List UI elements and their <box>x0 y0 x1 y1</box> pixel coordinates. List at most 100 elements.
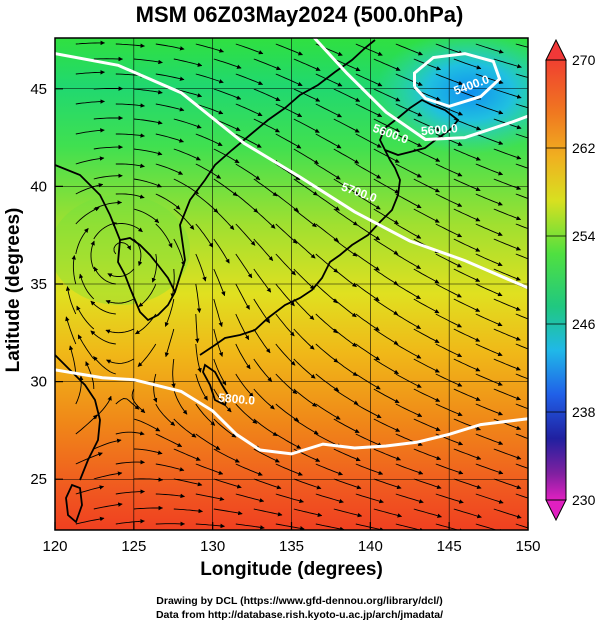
streamline <box>195 403 216 426</box>
streamline <box>413 448 442 461</box>
streamline <box>315 163 341 180</box>
streamline <box>78 273 95 300</box>
streamline <box>131 388 146 414</box>
streamline <box>155 103 185 112</box>
streamline <box>155 73 185 81</box>
streamline <box>453 238 481 252</box>
contour-line-5700.0 <box>55 52 528 290</box>
streamline <box>75 156 105 165</box>
streamline <box>173 508 203 514</box>
streamline <box>115 193 145 199</box>
streamline <box>493 448 522 460</box>
streamline <box>133 118 163 125</box>
streamline <box>515 313 528 320</box>
streamline <box>435 403 463 417</box>
streamline <box>435 253 462 268</box>
streamline <box>395 253 421 269</box>
streamline <box>373 388 400 404</box>
streamline <box>373 448 401 461</box>
streamline <box>493 508 522 519</box>
streamline <box>453 58 482 70</box>
streamline <box>213 208 235 230</box>
credit-line-2: Data from http://database.rish.kyoto-u.a… <box>155 609 444 621</box>
streamline <box>275 103 303 118</box>
streamline <box>475 163 504 176</box>
streamline <box>253 358 273 382</box>
streamline <box>275 43 303 56</box>
streamline <box>115 223 143 233</box>
streamline <box>515 43 528 48</box>
colorbar-tick-label: 230 <box>572 492 596 508</box>
streamline <box>515 133 528 139</box>
streamline <box>213 268 226 297</box>
streamline <box>373 88 401 102</box>
streamline <box>355 403 382 419</box>
streamline <box>253 178 278 197</box>
streamline <box>107 268 135 278</box>
wind-streamlines <box>65 40 528 530</box>
streamline <box>75 183 104 195</box>
streamline <box>515 223 528 230</box>
streamline <box>170 268 175 299</box>
streamline <box>515 403 528 410</box>
asia-coastline <box>55 39 376 293</box>
streamline <box>195 523 225 529</box>
streamline <box>173 388 188 415</box>
streamline <box>453 208 481 222</box>
streamline <box>75 414 98 435</box>
streamline <box>453 178 481 192</box>
streamline <box>413 478 442 490</box>
streamline <box>235 163 261 181</box>
streamline <box>275 133 302 149</box>
x-tick-label: 145 <box>437 538 462 555</box>
streamline <box>373 478 402 490</box>
streamline <box>68 345 77 375</box>
streamline <box>275 433 302 449</box>
streamline <box>105 328 134 334</box>
streamline <box>475 193 503 206</box>
streamline <box>493 238 521 251</box>
streamline <box>75 99 105 105</box>
streamline <box>333 268 357 288</box>
streamline <box>413 418 441 432</box>
streamline <box>115 431 145 436</box>
streamline <box>195 103 224 115</box>
streamline <box>195 373 208 401</box>
streamline <box>173 58 203 67</box>
streamline <box>493 418 522 431</box>
streamline <box>315 463 343 476</box>
streamline <box>133 448 163 455</box>
streamline <box>373 508 403 518</box>
streamline <box>515 463 528 469</box>
streamline <box>493 478 522 490</box>
streamline <box>235 373 254 398</box>
streamline <box>395 133 423 147</box>
streamline <box>355 313 380 331</box>
streamline <box>235 73 264 86</box>
streamline <box>253 328 271 354</box>
streamline <box>435 73 464 86</box>
streamline <box>155 403 176 426</box>
streamline <box>173 238 186 267</box>
streamline <box>173 418 197 438</box>
streamline <box>253 418 278 437</box>
streamline <box>115 489 145 495</box>
streamline <box>515 73 528 78</box>
coastlines <box>55 39 460 524</box>
streamline <box>413 298 440 314</box>
colorbar-tick-label: 262 <box>572 140 596 156</box>
streamline <box>395 73 423 86</box>
streamline <box>93 86 124 91</box>
streamline <box>235 343 251 370</box>
streamline <box>93 200 123 210</box>
streamline <box>275 193 299 212</box>
streamline <box>151 253 158 283</box>
streamline <box>253 268 272 293</box>
x-tick-label: 125 <box>121 538 146 555</box>
streamline <box>195 433 221 450</box>
streamline <box>93 266 116 285</box>
streamline <box>453 298 481 312</box>
streamline <box>435 223 463 238</box>
streamline <box>493 148 522 160</box>
